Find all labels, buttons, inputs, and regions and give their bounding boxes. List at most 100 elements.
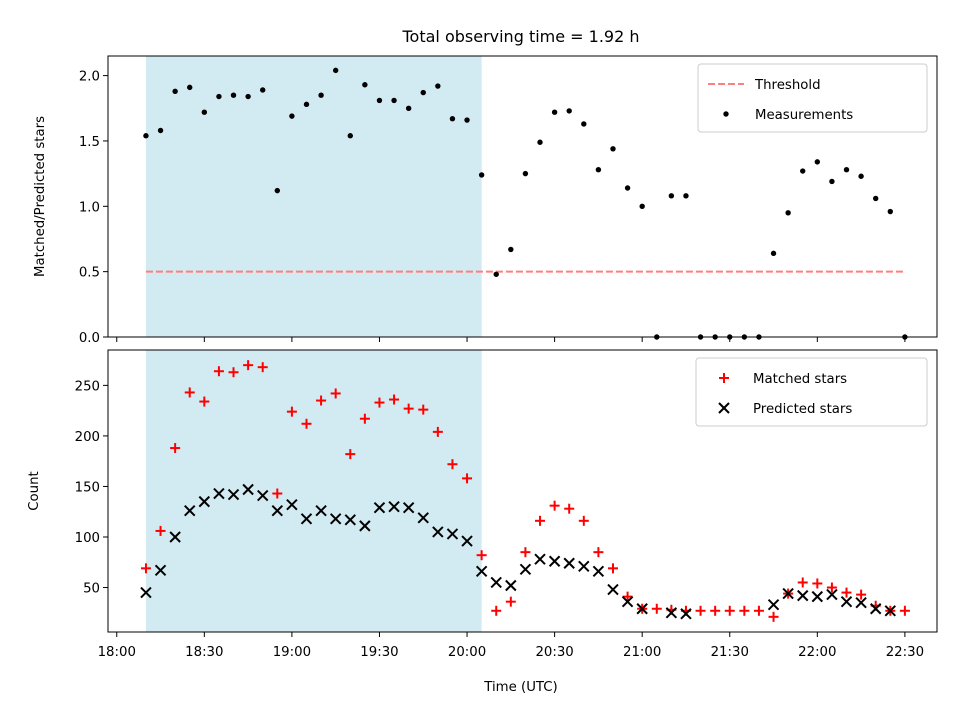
x-b xyxy=(271,505,284,517)
legend-label: Predicted stars xyxy=(753,402,852,417)
x-b xyxy=(578,560,590,573)
matched-stars-point xyxy=(520,547,531,558)
x-b xyxy=(257,489,269,502)
predicted-stars-point xyxy=(169,531,181,543)
measurement-point xyxy=(858,173,864,179)
predicted-stars-point xyxy=(767,599,780,611)
matched-stars-point xyxy=(739,605,750,616)
predicted-stars-point xyxy=(884,605,897,617)
matched-stars-point xyxy=(462,473,473,484)
matched-stars-point xyxy=(753,605,764,616)
matched-stars-point xyxy=(797,577,808,588)
x-tick-label: 20:30 xyxy=(535,645,573,660)
x-tick-label: 19:30 xyxy=(360,645,398,660)
x-b xyxy=(548,555,561,567)
measurement-point xyxy=(274,187,281,194)
measurement-point xyxy=(449,116,456,122)
predicted-stars-point xyxy=(840,595,853,608)
predicted-stars-point xyxy=(811,590,824,603)
predicted-stars-point xyxy=(271,505,284,517)
predicted-stars-point xyxy=(257,489,269,502)
measurement-point xyxy=(376,97,383,104)
matched-stars-point xyxy=(155,525,166,536)
axes-frame xyxy=(107,55,938,338)
measurement-point xyxy=(566,108,572,114)
predicted-stars-point xyxy=(446,528,459,540)
measurement-point xyxy=(770,250,777,257)
predicted-stars-point xyxy=(578,560,590,573)
measurement-point xyxy=(493,271,499,277)
x-b xyxy=(388,500,400,513)
matched-stars-point xyxy=(768,611,779,622)
predicted-stars-point xyxy=(797,589,809,602)
x-b xyxy=(315,505,327,517)
predicted-stars-point xyxy=(213,487,225,500)
matched-stars-point xyxy=(593,547,604,558)
x-b xyxy=(242,483,254,496)
matched-stars-point xyxy=(243,360,254,371)
predicted-stars-point xyxy=(154,564,167,577)
x-b xyxy=(359,520,371,532)
predicted-stars-point xyxy=(855,596,867,609)
measurement-point xyxy=(829,178,835,185)
predicted-stars-point xyxy=(461,535,473,547)
measurement-point xyxy=(435,83,441,89)
x-b xyxy=(446,528,459,540)
matched-stars-point xyxy=(228,367,239,378)
measurement-point xyxy=(522,170,529,177)
matched-stars-point xyxy=(826,582,837,593)
x-b xyxy=(475,565,488,578)
measurement-point xyxy=(201,109,208,115)
matched-stars-point xyxy=(549,500,560,511)
measurement-point xyxy=(464,117,470,123)
x-tick-label: 18:00 xyxy=(98,645,136,660)
x-tick-label: 21:30 xyxy=(711,645,749,660)
predicted-stars-point xyxy=(329,513,342,525)
predicted-stars-point xyxy=(548,555,561,567)
y-tick-label: 0.0 xyxy=(79,331,100,346)
legend-label: Threshold xyxy=(754,78,821,93)
y-axis-label: Matched/Predicted stars xyxy=(33,116,48,277)
x-tick-label: 22:30 xyxy=(886,645,924,660)
x-b xyxy=(227,488,240,501)
measurement-point xyxy=(143,133,149,139)
measurement-point xyxy=(785,210,791,216)
bottom-panel: 50 100 150 200 250 18:00 18:30 19:00 19:30 20:00 2… xyxy=(27,349,938,660)
x-b xyxy=(140,586,152,599)
x-b xyxy=(329,513,342,525)
measurement-point xyxy=(332,67,339,74)
y-tick-label: 150 xyxy=(75,480,100,495)
chart-title: Total observing time = 1.92 h xyxy=(401,27,639,46)
predicted-stars-point xyxy=(665,607,678,619)
x-tick-label: 22:00 xyxy=(798,645,836,660)
measurement-point xyxy=(537,139,543,145)
matched-stars-point xyxy=(170,443,181,454)
matched-stars-point xyxy=(491,605,502,616)
x-b xyxy=(869,603,882,615)
matched-stars-point xyxy=(651,603,662,614)
predicted-stars-point xyxy=(417,512,429,524)
x-b xyxy=(797,589,809,602)
measurement-point xyxy=(157,127,164,134)
x-b xyxy=(782,587,794,600)
predicted-stars-point xyxy=(592,565,605,578)
predicted-stars-point xyxy=(621,595,634,608)
matched-stars-point xyxy=(345,449,356,460)
shaded-span xyxy=(145,350,482,632)
predicted-stars-point xyxy=(680,608,692,620)
predicted-stars-point xyxy=(636,603,648,615)
matched-stars-point xyxy=(374,397,385,408)
matched-stars-point xyxy=(389,394,400,405)
x-b xyxy=(198,495,211,508)
x-b xyxy=(884,605,897,617)
predicted-stars-point xyxy=(140,586,152,599)
y-tick-label: 1.0 xyxy=(79,200,100,215)
x-b xyxy=(665,607,678,619)
measurement-point xyxy=(347,133,353,139)
measurement-point xyxy=(508,246,514,253)
predicted-stars-point xyxy=(534,553,546,565)
shaded-span xyxy=(145,56,482,337)
x-b xyxy=(154,564,167,577)
legend-box xyxy=(697,63,928,133)
